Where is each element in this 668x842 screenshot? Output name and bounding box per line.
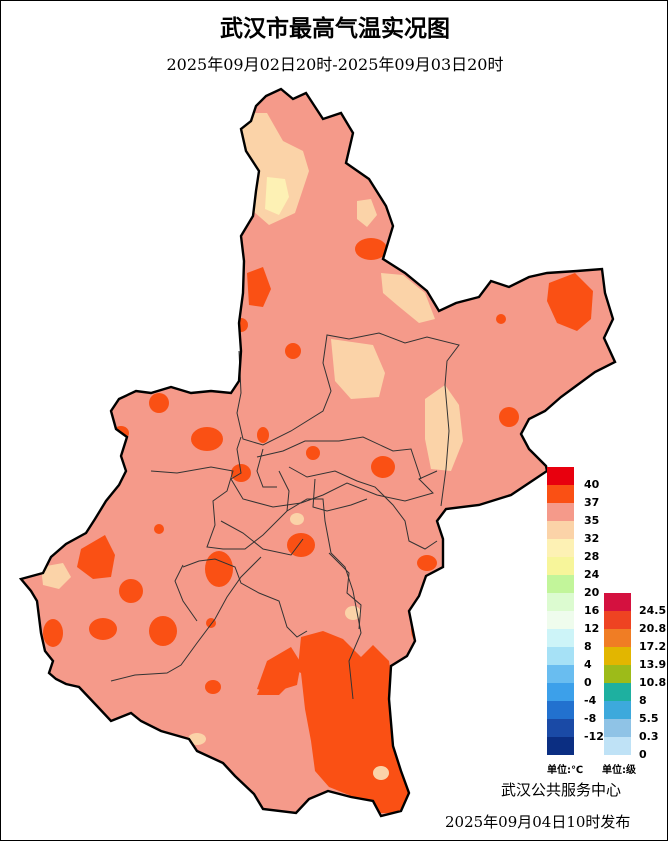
zone-37-40 xyxy=(89,618,117,640)
wind-legend-tick-label: 17.2 xyxy=(639,640,667,653)
temperature-legend-swatch xyxy=(547,575,574,593)
temperature-legend-tick-label: 28 xyxy=(584,550,600,563)
temperature-legend-tick-label: 16 xyxy=(584,604,600,617)
zone-37-40 xyxy=(417,555,437,571)
zone-37-40 xyxy=(205,551,233,587)
temperature-legend-tick-label: 24 xyxy=(584,568,600,581)
wind-legend-tick-label: 0 xyxy=(639,748,647,761)
zone-37-40 xyxy=(191,427,223,451)
wind-legend-swatch xyxy=(604,647,631,665)
zone-37-40 xyxy=(306,446,320,460)
wind-legend-swatch xyxy=(604,683,631,701)
wind-legend-swatch xyxy=(604,593,631,611)
wind-unit-label: 单位:级 xyxy=(602,765,636,776)
temperature-legend-tick-label: 12 xyxy=(584,622,600,635)
zone-32-35 xyxy=(188,733,206,745)
zone-37-40 xyxy=(547,273,593,331)
temperature-legend-swatch xyxy=(547,737,574,755)
zone-37-40 xyxy=(355,238,387,260)
district-boundaries xyxy=(110,332,460,700)
zone-37-40 xyxy=(119,579,143,603)
temperature-legend-tick-label: -12 xyxy=(584,730,604,743)
temperature-unit-label: 单位:℃ xyxy=(547,765,584,776)
zone-37-40 xyxy=(149,393,169,413)
temperature-legend-tick-label: 4 xyxy=(584,658,592,671)
temperature-legend-swatch xyxy=(547,719,574,737)
temperature-legend-tick-label: 8 xyxy=(584,640,592,653)
zone-28-32 xyxy=(265,177,289,215)
wind-legend-tick-label: 24.5 xyxy=(639,604,667,617)
wind-legend-swatch xyxy=(604,665,631,683)
zone-37-40 xyxy=(496,314,506,324)
temperature-legend-tick-label: -8 xyxy=(584,712,597,725)
zone-37-40 xyxy=(205,680,221,694)
issued-time: 2025年09月04日10时发布 xyxy=(445,813,631,831)
temperature-legend-swatch xyxy=(547,557,574,575)
zone-37-40 xyxy=(499,407,519,427)
zone-37-40 xyxy=(77,535,115,579)
temperature-legend-swatch xyxy=(547,647,574,665)
temperature-legend-tick-label: -4 xyxy=(584,694,597,707)
temperature-legend-swatch xyxy=(547,629,574,647)
organization-label: 武汉公共服务中心 xyxy=(501,781,622,799)
zone-37-40 xyxy=(257,427,269,443)
temperature-legend-swatch xyxy=(547,701,574,719)
zone-32-35 xyxy=(373,766,389,780)
zone-37-40 xyxy=(43,619,63,647)
zone-37-40 xyxy=(287,533,315,557)
zone-32-35 xyxy=(331,339,385,399)
map-period: 2025年09月02日20时-2025年09月03日20时 xyxy=(166,55,504,74)
zone-37-40 xyxy=(234,318,248,332)
wind-legend-tick-label: 8 xyxy=(639,694,647,707)
zone-32-35 xyxy=(290,513,304,525)
temperature-legend-swatch xyxy=(547,521,574,539)
wind-legend-tick-label: 0.3 xyxy=(639,730,659,743)
temperature-legend-swatch xyxy=(547,503,574,521)
zone-37-40 xyxy=(285,343,301,359)
wind-legend-swatch xyxy=(604,719,631,737)
temperature-legend-tick-label: 40 xyxy=(584,478,600,491)
temperature-legend-swatch xyxy=(547,485,574,503)
wind-legend-tick-label: 10.8 xyxy=(639,676,667,689)
zone-32-35 xyxy=(381,273,435,323)
zone-37-40 xyxy=(149,616,177,646)
wind-legend-swatch xyxy=(604,629,631,647)
temperature-legend-tick-label: 0 xyxy=(584,676,592,689)
temperature-legend-swatch xyxy=(547,539,574,557)
zone-32-35 xyxy=(425,385,463,471)
zone-37-40 xyxy=(154,524,164,534)
zone-32-35 xyxy=(41,563,71,589)
zone-32-35 xyxy=(241,113,309,225)
wind-legend-swatch xyxy=(604,737,631,755)
wind-legend-swatch xyxy=(604,611,631,629)
zone-37-40 xyxy=(247,267,271,307)
temperature-legend-swatch xyxy=(547,611,574,629)
temperature-legend-swatch xyxy=(547,683,574,701)
map-title: 武汉市最高气温实况图 xyxy=(220,16,450,42)
wind-legend-tick-label: 5.5 xyxy=(639,712,659,725)
temperature-legend-swatch xyxy=(547,593,574,611)
wind-legend-tick-label: 20.8 xyxy=(639,622,667,635)
temperature-legend-swatch xyxy=(547,665,574,683)
wind-legend-swatch xyxy=(604,701,631,719)
temperature-legend-tick-label: 35 xyxy=(584,514,600,527)
zone-37-40 xyxy=(257,647,301,693)
temperature-legend-tick-label: 37 xyxy=(584,496,600,509)
zone-37-40 xyxy=(371,456,395,478)
temperature-legend-tick-label: 32 xyxy=(584,532,600,545)
temperature-legend-swatch xyxy=(547,467,574,485)
temperature-legend-tick-label: 20 xyxy=(584,586,600,599)
wind-legend-tick-label: 13.9 xyxy=(639,658,667,671)
zone-32-35 xyxy=(357,199,377,227)
